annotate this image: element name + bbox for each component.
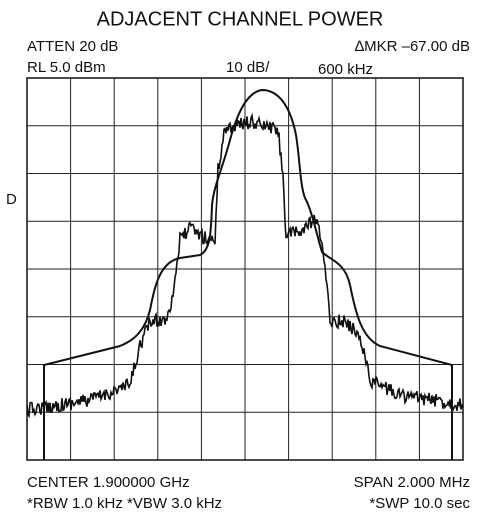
atten-label: ATTEN 20 dB: [27, 38, 118, 55]
limit-mask: [43, 88, 453, 460]
sweep-label: *SWP 10.0 sec: [369, 495, 470, 512]
scale-label: 10 dB/: [226, 59, 270, 76]
center-label: CENTER 1.900000 GHz: [27, 474, 190, 491]
bandwidth-label: *RBW 1.0 kHz *VBW 3.0 kHz: [27, 495, 222, 512]
graticule: [27, 78, 463, 460]
ref-level-label: RL 5.0 dBm: [27, 59, 106, 76]
spectrum-trace: [26, 112, 464, 419]
detector-label: D: [6, 191, 17, 208]
marker-freq-label: 600 kHz: [318, 61, 373, 78]
screen-frame: [26, 77, 464, 461]
marker-label: ∆MKR –67.00 dB: [355, 38, 470, 55]
span-label: SPAN 2.000 MHz: [354, 474, 470, 491]
title: ADJACENT CHANNEL POWER: [97, 8, 384, 30]
